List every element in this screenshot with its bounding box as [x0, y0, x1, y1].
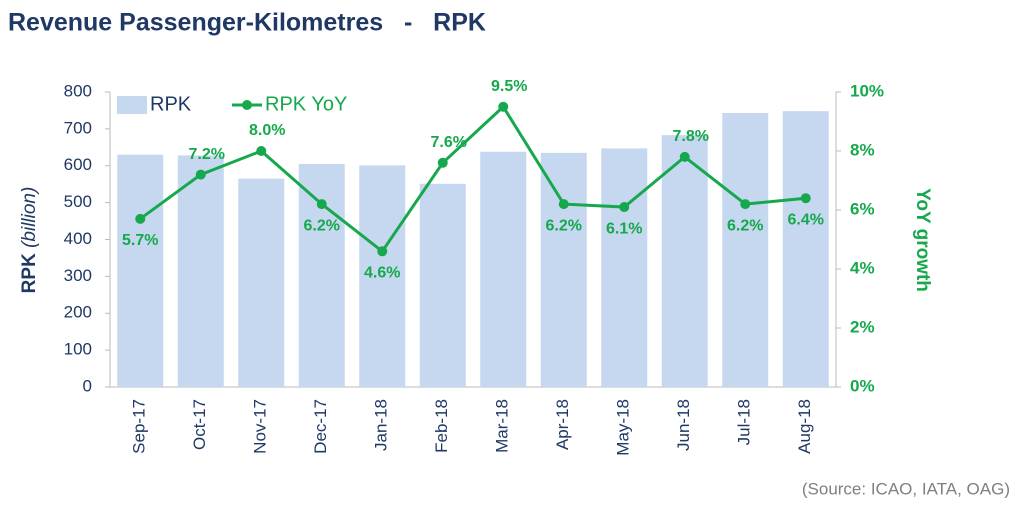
bar	[601, 148, 648, 387]
x-tick-label: Jul-18	[735, 399, 754, 445]
bar	[117, 154, 164, 387]
bar	[782, 111, 829, 388]
y-tick-label: 600	[64, 155, 92, 174]
data-label: 6.2%	[727, 217, 763, 234]
y2-axis-title: YoY growth	[912, 188, 933, 292]
x-tick-label: Jun-18	[674, 399, 693, 451]
data-label: 4.6%	[364, 265, 400, 282]
bar	[238, 178, 285, 387]
y-axis-label: RPK (billion)	[19, 187, 40, 294]
data-label: 5.7%	[122, 232, 158, 249]
legend-swatch	[242, 100, 252, 110]
y-tick-label: 700	[64, 118, 92, 137]
y-tick-label: 300	[64, 266, 92, 285]
legend-label: RPK YoY	[265, 93, 347, 115]
bar	[722, 113, 769, 388]
marker	[437, 157, 448, 168]
marker	[800, 193, 811, 204]
bar	[359, 165, 406, 387]
legend-swatch	[117, 96, 147, 114]
data-label: 6.2%	[546, 217, 582, 234]
bar	[480, 151, 527, 387]
x-tick-label: Sep-17	[130, 399, 149, 454]
y-tick-label: 100	[64, 340, 92, 359]
bar	[661, 135, 708, 387]
y-tick-label: 400	[64, 229, 92, 248]
data-label: 7.2%	[189, 146, 225, 163]
y-tick-label: 0	[83, 376, 92, 395]
x-tick-label: Mar-18	[493, 399, 512, 453]
data-label: 6.1%	[606, 220, 642, 237]
chart-title: Revenue Passenger-Kilometres - RPK	[8, 9, 486, 37]
y-tick-label: 800	[64, 81, 92, 100]
x-tick-label: Feb-18	[432, 399, 451, 453]
marker	[316, 199, 327, 210]
data-label: 7.8%	[673, 128, 709, 145]
source: (Source: ICAO, IATA, OAG)	[802, 479, 1010, 498]
bar	[298, 163, 345, 387]
marker	[377, 246, 388, 257]
x-tick-label: Jan-18	[372, 399, 391, 451]
data-label: 6.4%	[788, 211, 824, 228]
x-tick-label: Apr-18	[553, 399, 572, 450]
y2-tick-label: 4%	[850, 258, 875, 277]
bar	[419, 183, 466, 387]
y2-tick-label: 6%	[850, 199, 875, 218]
x-tick-label: Nov-17	[251, 399, 270, 454]
marker	[195, 169, 206, 180]
marker	[256, 146, 267, 156]
data-label: 6.2%	[304, 217, 340, 234]
x-tick-label: May-18	[614, 399, 633, 456]
data-label: 9.5%	[491, 78, 527, 95]
marker	[740, 199, 751, 210]
y-label-unit: (billion)	[19, 187, 40, 248]
bar	[177, 155, 224, 387]
y2-tick-label: 2%	[850, 317, 875, 336]
y-tick-label: 200	[64, 303, 92, 322]
marker	[135, 213, 146, 224]
data-label: 8.0%	[249, 122, 285, 139]
legend-label: RPK	[150, 93, 192, 115]
y-axis-title: RPK (billion)	[19, 187, 40, 294]
y2-tick-label: 8%	[850, 140, 875, 159]
y-tick-label: 500	[64, 192, 92, 211]
data-label: 7.6%	[431, 134, 467, 151]
marker	[498, 101, 509, 112]
x-tick-label: Oct-17	[190, 399, 209, 450]
x-tick-label: Dec-17	[311, 399, 330, 454]
marker	[679, 151, 690, 162]
x-tick-label: Aug-18	[795, 399, 814, 454]
bar	[540, 152, 587, 387]
marker	[558, 199, 569, 210]
y-label: RPK	[19, 253, 40, 293]
y2-tick-label: 0%	[850, 376, 875, 395]
marker	[619, 202, 630, 213]
line	[139, 104, 806, 254]
y2-tick-label: 10%	[850, 81, 884, 100]
